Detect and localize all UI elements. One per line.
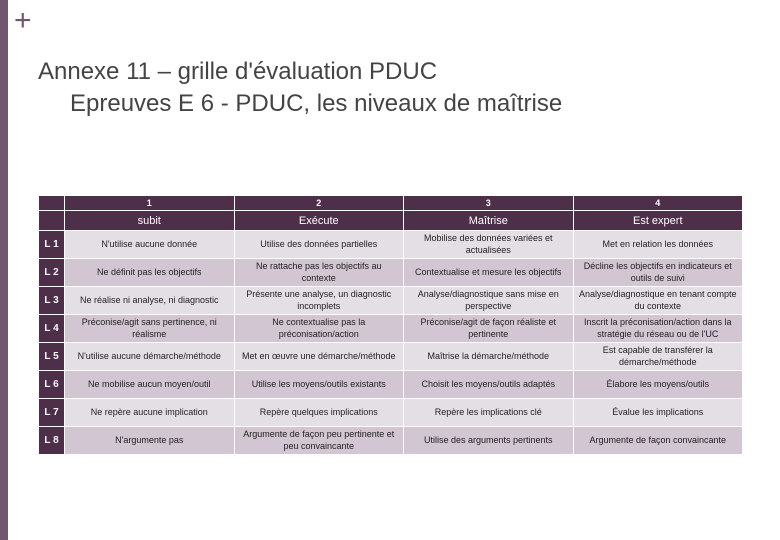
cell: N'argumente pas [65, 427, 235, 455]
level-label: Maîtrise [404, 211, 574, 231]
cell: Contextualise et mesure les objectifs [404, 259, 574, 287]
cell: Utilise des données partielles [234, 231, 404, 259]
cell: Ne contextualise pas la préconisation/ac… [234, 315, 404, 343]
row-label: L 6 [39, 371, 65, 399]
header-row-numbers: 1 2 3 4 [39, 196, 743, 211]
corner-blank [39, 211, 65, 231]
row-label: L 5 [39, 343, 65, 371]
cell: Mobilise des données variées et actualis… [404, 231, 574, 259]
cell: Évalue les implications [573, 399, 743, 427]
level-number: 4 [573, 196, 743, 211]
cell: N'utilise aucune donnée [65, 231, 235, 259]
cell: Ne rattache pas les objectifs au context… [234, 259, 404, 287]
cell: Repère quelques implications [234, 399, 404, 427]
evaluation-table-wrap: 1 2 3 4 subit Exécute Maîtrise Est exper… [38, 195, 742, 455]
cell: N'utilise aucune démarche/méthode [65, 343, 235, 371]
cell: Met en œuvre une démarche/méthode [234, 343, 404, 371]
row-label: L 3 [39, 287, 65, 315]
cell: Argumente de façon convaincante [573, 427, 743, 455]
table-row: L 3 Ne réalise ni analyse, ni diagnostic… [39, 287, 743, 315]
cell: Argumente de façon peu pertinente et peu… [234, 427, 404, 455]
table-row: L 2 Ne définit pas les objectifs Ne ratt… [39, 259, 743, 287]
cell: Choisit les moyens/outils adaptés [404, 371, 574, 399]
table-row: L 1 N'utilise aucune donnée Utilise des … [39, 231, 743, 259]
title-line-2: Epreuves E 6 - PDUC, les niveaux de maît… [70, 90, 562, 118]
table-row: L 6 Ne mobilise aucun moyen/outil Utilis… [39, 371, 743, 399]
cell: Met en relation les données [573, 231, 743, 259]
level-number: 1 [65, 196, 235, 211]
title-line-1: Annexe 11 – grille d'évaluation PDUC [38, 58, 562, 86]
cell: Inscrit la préconisation/action dans la … [573, 315, 743, 343]
level-label: subit [65, 211, 235, 231]
cell: Repère les implications clé [404, 399, 574, 427]
level-number: 3 [404, 196, 574, 211]
corner-blank [39, 196, 65, 211]
header-row-labels: subit Exécute Maîtrise Est expert [39, 211, 743, 231]
cell: Décline les objectifs en indicateurs et … [573, 259, 743, 287]
cell: Élabore les moyens/outils [573, 371, 743, 399]
cell: Ne réalise ni analyse, ni diagnostic [65, 287, 235, 315]
title-block: Annexe 11 – grille d'évaluation PDUC Epr… [38, 58, 562, 118]
cell: Préconise/agit de façon réaliste et pert… [404, 315, 574, 343]
evaluation-table: 1 2 3 4 subit Exécute Maîtrise Est exper… [38, 195, 743, 455]
level-number: 2 [234, 196, 404, 211]
row-label: L 4 [39, 315, 65, 343]
cell: Maîtrise la démarche/méthode [404, 343, 574, 371]
table-row: L 7 Ne repère aucune implication Repère … [39, 399, 743, 427]
side-accent-stripe [0, 0, 8, 540]
row-label: L 8 [39, 427, 65, 455]
row-label: L 1 [39, 231, 65, 259]
cell: Utilise des arguments pertinents [404, 427, 574, 455]
table-row: L 5 N'utilise aucune démarche/méthode Me… [39, 343, 743, 371]
cell: Ne repère aucune implication [65, 399, 235, 427]
cell: Analyse/diagnostique sans mise en perspe… [404, 287, 574, 315]
table-row: L 4 Préconise/agit sans pertinence, ni r… [39, 315, 743, 343]
table-row: L 8 N'argumente pas Argumente de façon p… [39, 427, 743, 455]
cell: Préconise/agit sans pertinence, ni réali… [65, 315, 235, 343]
cell: Présente une analyse, un diagnostic inco… [234, 287, 404, 315]
cell: Utilise les moyens/outils existants [234, 371, 404, 399]
cell: Analyse/diagnostique en tenant compte du… [573, 287, 743, 315]
row-label: L 7 [39, 399, 65, 427]
row-label: L 2 [39, 259, 65, 287]
level-label: Est expert [573, 211, 743, 231]
level-label: Exécute [234, 211, 404, 231]
cell: Ne définit pas les objectifs [65, 259, 235, 287]
plus-decor: + [14, 6, 32, 36]
cell: Ne mobilise aucun moyen/outil [65, 371, 235, 399]
cell: Est capable de transférer la démarche/mé… [573, 343, 743, 371]
